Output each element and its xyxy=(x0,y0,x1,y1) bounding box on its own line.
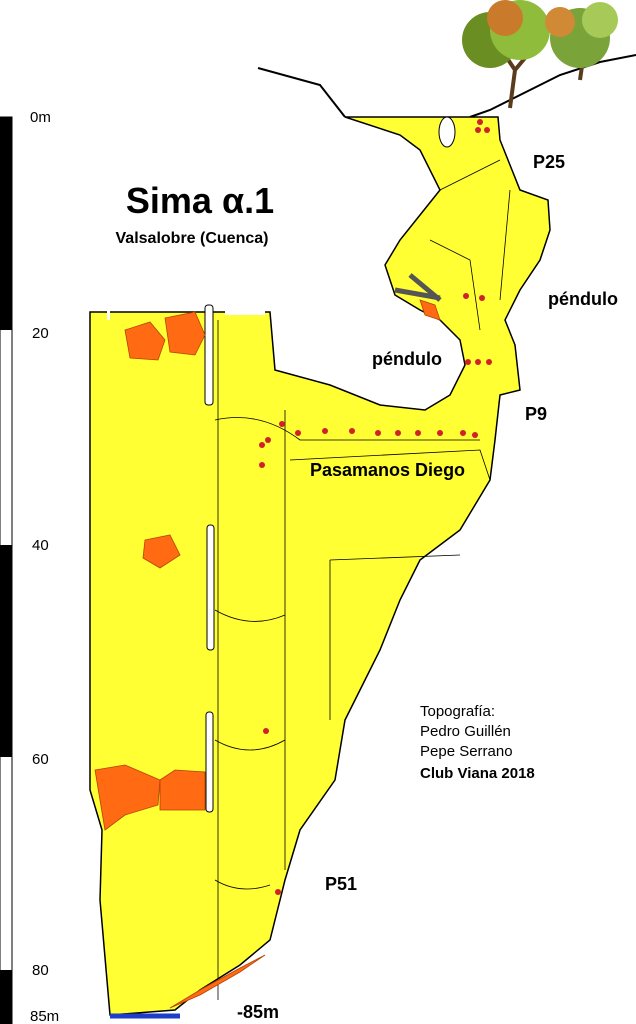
credit: Pedro Guillén xyxy=(420,723,511,740)
rock-pillars xyxy=(107,116,456,813)
scale-segment xyxy=(0,970,12,1024)
scale-bar xyxy=(0,116,13,1024)
scale-label: 20 xyxy=(32,325,49,342)
credit: Topografía: xyxy=(420,703,495,720)
scale-label: 40 xyxy=(32,537,49,554)
deposits xyxy=(94,299,441,1009)
passage-label: Pasamanos Diego xyxy=(310,460,465,480)
note-label: péndulo xyxy=(548,289,618,309)
pitch-label: P51 xyxy=(325,874,357,894)
scale-segment xyxy=(0,117,12,330)
anchors xyxy=(259,119,492,895)
credit: Pepe Serrano xyxy=(420,743,513,760)
surface-line xyxy=(469,54,636,118)
scale-label: 60 xyxy=(32,751,49,768)
pitch-label: P25 xyxy=(533,152,565,172)
scale-label: 0m xyxy=(30,109,51,126)
passage-lines xyxy=(214,159,511,1000)
pitch-label: P9 xyxy=(525,404,547,424)
credit: Club Viana 2018 xyxy=(420,765,535,782)
trees xyxy=(462,0,618,109)
surface-line xyxy=(257,67,346,118)
title: Sima α.1 xyxy=(126,180,274,221)
scale-segment xyxy=(0,545,12,757)
subtitle: Valsalobre (Cuenca) xyxy=(116,230,269,247)
scale-label: 80 xyxy=(32,962,49,979)
pendulum-bars xyxy=(394,273,442,302)
scale-label: 85m xyxy=(30,1008,59,1024)
note-label: péndulo xyxy=(372,349,442,369)
depth-label: -85m xyxy=(237,1002,279,1022)
